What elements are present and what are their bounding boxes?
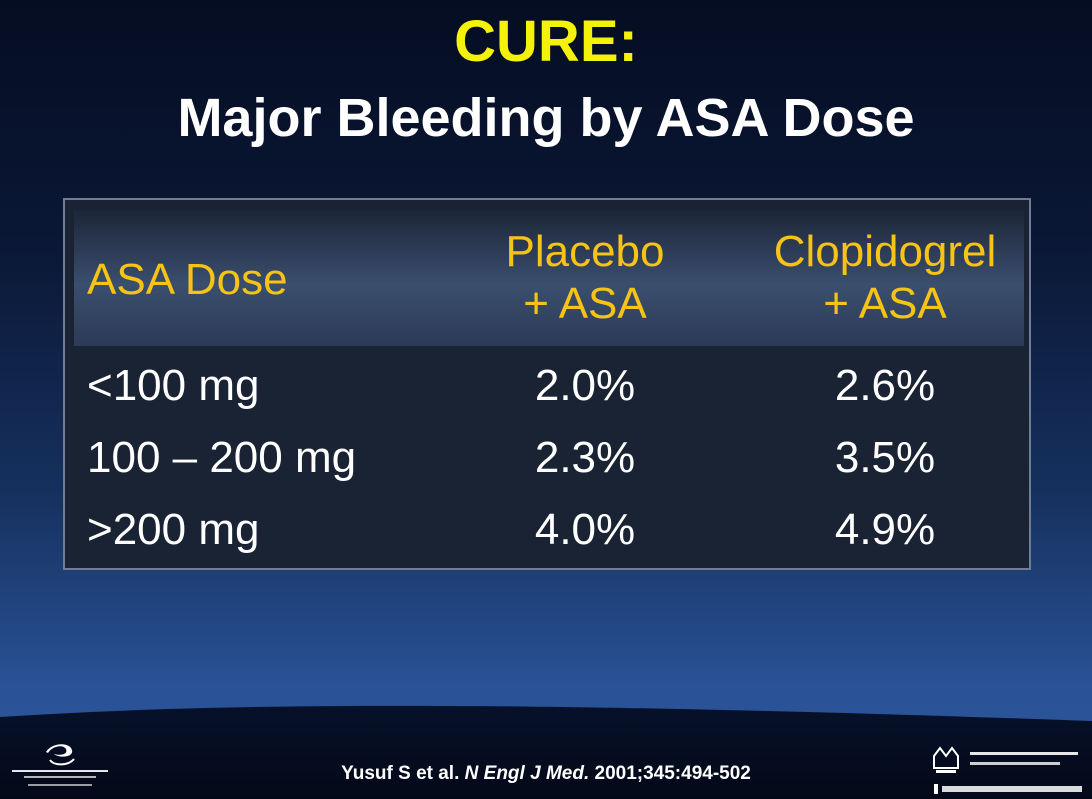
- row-dose: >200 mg: [87, 505, 260, 554]
- row-dose: <100 mg: [87, 361, 260, 410]
- citation: Yusuf S et al. N Engl J Med. 2001;345:49…: [0, 763, 1092, 785]
- citation-authors: Yusuf S et al.: [341, 763, 460, 784]
- header-placebo-line2: + ASA: [523, 279, 647, 328]
- columbia-nyp-logo: [933, 746, 1082, 794]
- header-asa-dose: ASA Dose: [87, 255, 288, 304]
- header-clopidogrel-line2: + ASA: [823, 279, 947, 328]
- citation-details: 2001;345:494-502: [594, 763, 751, 784]
- row-clopidogrel-value: 2.6%: [834, 361, 936, 410]
- citation-journal: N Engl J Med.: [464, 763, 590, 784]
- table-row: 100 – 200 mg 2.3% 3.5%: [65, 432, 1029, 502]
- slide-title: CURE:: [454, 9, 638, 74]
- row-placebo-value: 2.0%: [534, 361, 636, 410]
- slide-subtitle: Major Bleeding by ASA Dose: [177, 88, 915, 148]
- table-header: [74, 210, 1024, 346]
- row-placebo-value: 2.3%: [534, 433, 636, 482]
- bottom-wave-decoration: [0, 705, 1092, 799]
- row-placebo-value: 4.0%: [534, 505, 636, 554]
- table-row: >200 mg 4.0% 4.9%: [65, 504, 1029, 574]
- bleeding-table: ASA Dose Placebo + ASA Clopidogrel + ASA…: [63, 198, 1031, 570]
- header-clopidogrel: Clopidogrel + ASA: [735, 226, 1035, 330]
- row-dose: 100 – 200 mg: [87, 433, 357, 482]
- header-placebo: Placebo + ASA: [465, 226, 705, 330]
- table-row: <100 mg 2.0% 2.6%: [65, 360, 1029, 430]
- crf-logo: [12, 744, 108, 786]
- row-clopidogrel-value: 3.5%: [834, 433, 936, 482]
- row-clopidogrel-value: 4.9%: [834, 505, 936, 554]
- header-placebo-line1: Placebo: [505, 227, 665, 276]
- header-clopidogrel-line1: Clopidogrel: [773, 227, 997, 276]
